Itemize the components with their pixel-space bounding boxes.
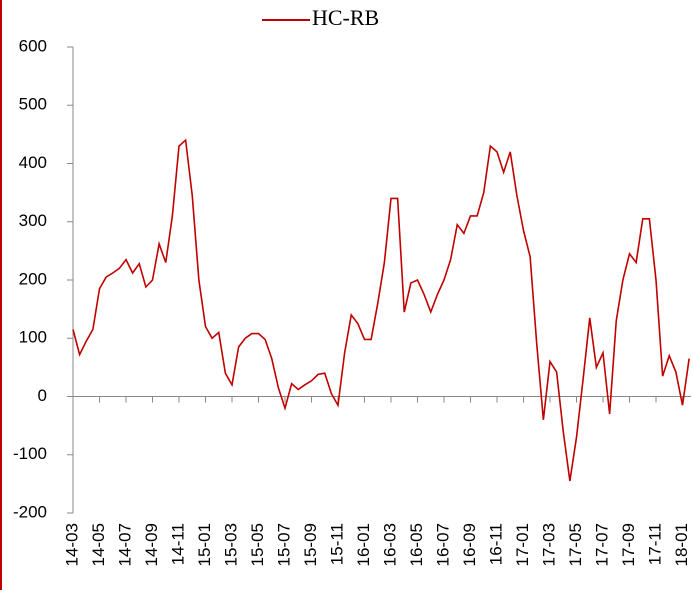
x-tick-label: 14-11	[168, 523, 187, 565]
y-tick-label: 400	[19, 153, 47, 172]
x-tick-label: 14-03	[62, 523, 81, 566]
x-tick-label: 17-05	[566, 523, 585, 566]
line	[72, 138, 690, 482]
x-tick-label: 15-01	[195, 523, 214, 566]
x-tick-label: 17-09	[619, 523, 638, 566]
y-tick-label: -100	[13, 444, 47, 463]
x-tick-label: 14-07	[115, 523, 134, 566]
x-tick-label: 18-01	[672, 523, 691, 566]
x-tick-label: 15-05	[248, 523, 267, 566]
x-tick-label: 16-01	[354, 523, 373, 566]
x-tick-label: 16-07	[433, 523, 452, 566]
edge	[0, 0, 2, 590]
x-tick-label: 16-09	[460, 523, 479, 566]
x-tick-label: 17-11	[645, 523, 664, 565]
x-tick-label: 16-03	[380, 523, 399, 566]
y-tick-label: 100	[19, 328, 47, 347]
legend-label: HC-RB	[312, 5, 379, 30]
x-tick-label: 15-11	[327, 523, 346, 565]
y-tick-label: 200	[19, 269, 47, 288]
x-tick-label: 17-07	[592, 523, 611, 566]
x-tick-label: 15-09	[301, 523, 320, 566]
x-tick-label: 15-03	[221, 523, 240, 566]
x-tick-label: 16-05	[407, 523, 426, 566]
x-tick-label: 14-05	[89, 523, 108, 566]
y-tick-label: -200	[13, 502, 47, 521]
y-tick-label: 300	[19, 211, 47, 230]
y-tick-label: 600	[19, 36, 47, 55]
x-tick-label: 17-03	[539, 523, 558, 566]
y-tick-label: 500	[19, 95, 47, 114]
x-tick-label: 16-11	[486, 523, 505, 565]
x-tick-label: 17-01	[513, 523, 532, 566]
y-tick-label: 0	[38, 386, 47, 405]
x-tick-label: 15-07	[274, 523, 293, 566]
x-tick-label: 14-09	[142, 523, 161, 566]
